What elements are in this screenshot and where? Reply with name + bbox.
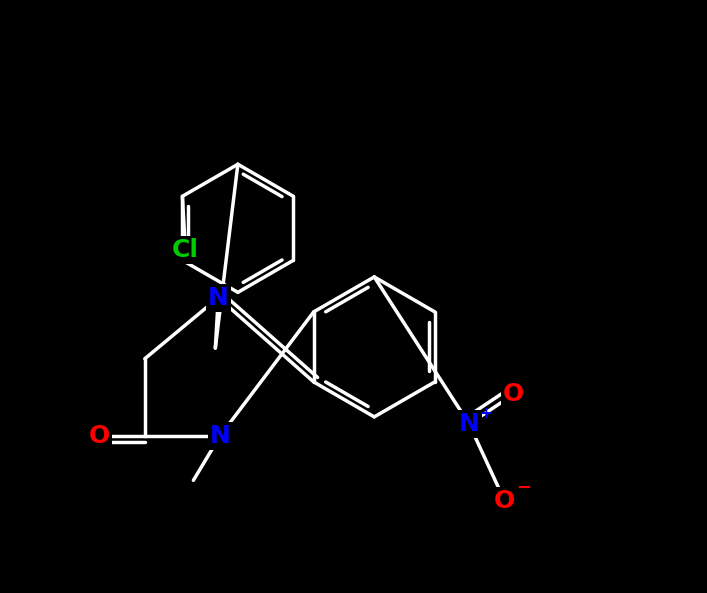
Text: O: O: [494, 489, 515, 513]
Text: Cl: Cl: [172, 238, 199, 262]
Text: N: N: [210, 424, 230, 448]
Text: N: N: [208, 286, 229, 310]
Text: +: +: [479, 406, 492, 421]
Text: −: −: [516, 479, 531, 497]
Text: O: O: [503, 382, 524, 406]
Text: O: O: [89, 424, 110, 448]
Text: N: N: [459, 412, 479, 436]
